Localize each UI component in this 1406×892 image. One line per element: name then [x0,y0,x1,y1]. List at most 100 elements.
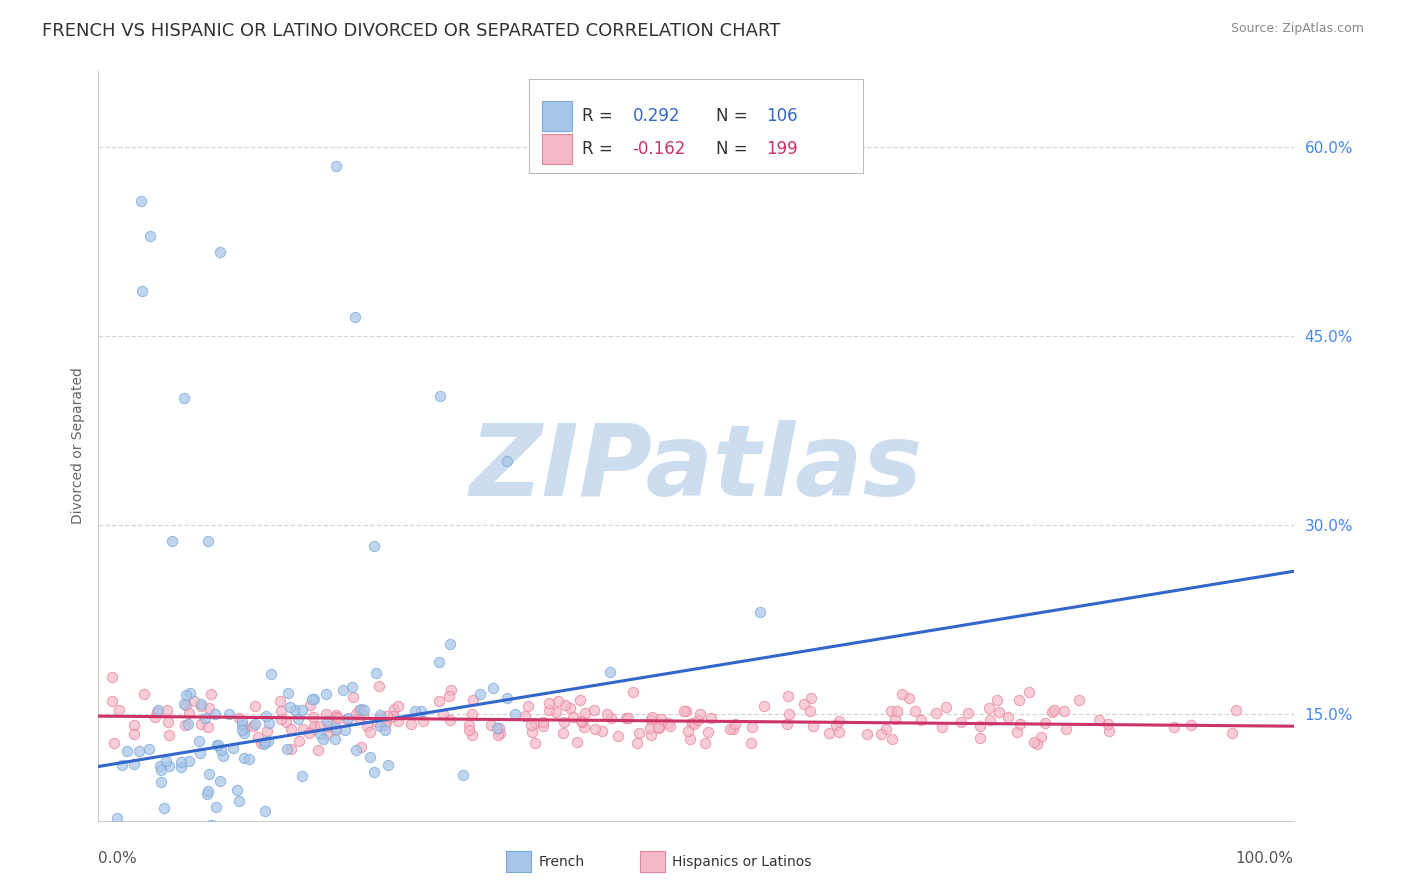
Point [197,784,219,798]
Point [299,698,322,713]
Point [301,692,323,706]
Point [356,719,378,733]
Point [1163,720,1185,734]
Point [132,687,155,701]
Point [374,723,396,737]
Point [173,697,195,711]
Point [979,713,1001,727]
Point [741,720,763,734]
Point [1005,725,1028,739]
Point [599,711,621,725]
Point [291,769,314,783]
Point [315,687,337,701]
Point [828,725,851,739]
Point [260,666,283,681]
Point [468,687,491,701]
Point [238,752,260,766]
Point [880,705,903,719]
Point [222,740,245,755]
Point [350,702,373,716]
Point [243,699,266,714]
Point [257,716,280,731]
Point [170,759,193,773]
Point [572,720,595,734]
Point [298,725,321,739]
Point [696,725,718,739]
Point [156,703,179,717]
Point [150,764,173,778]
Point [377,757,399,772]
Point [387,699,409,714]
Point [323,731,346,746]
Point [190,699,212,714]
Point [308,719,330,733]
Point [855,727,877,741]
Point [997,710,1019,724]
Point [599,665,621,680]
Point [583,722,606,736]
Point [1040,706,1063,720]
Point [486,728,509,742]
Point [828,714,851,728]
Point [343,310,366,325]
Point [574,706,596,721]
Point [1022,735,1045,749]
Point [129,194,152,208]
Point [316,719,339,733]
Point [432,706,454,721]
Point [969,731,991,745]
Text: ZIPatlas: ZIPatlas [470,420,922,517]
Point [591,724,613,739]
Point [232,751,254,765]
Point [910,713,932,727]
Point [537,702,560,716]
Point [368,718,391,732]
Point [287,712,309,726]
Point [621,685,644,699]
Point [270,712,292,726]
Point [565,735,588,749]
Point [950,714,973,729]
Point [257,733,280,747]
Point [194,711,217,725]
Point [817,726,839,740]
Point [278,700,301,714]
Point [897,691,920,706]
Point [183,694,205,708]
Point [291,703,314,717]
Point [638,721,661,735]
Point [254,708,277,723]
Point [108,702,131,716]
Point [336,712,359,726]
Point [325,159,347,173]
Point [752,699,775,714]
Point [531,714,554,729]
Point [190,717,212,731]
Point [657,716,679,731]
Point [688,714,710,728]
Point [1026,737,1049,751]
Point [659,718,682,732]
Point [640,728,662,742]
Point [280,741,302,756]
Point [957,706,980,720]
Point [316,714,339,728]
Point [387,714,409,729]
Point [101,670,124,684]
Point [284,703,307,717]
Text: Source: ZipAtlas.com: Source: ZipAtlas.com [1230,22,1364,36]
Point [174,718,197,732]
Point [211,748,233,763]
Point [485,721,508,735]
Point [458,718,481,732]
Point [302,719,325,733]
Point [347,703,370,717]
Point [596,706,619,721]
Point [363,764,385,779]
Point [440,682,463,697]
Point [276,714,298,729]
Point [496,691,519,706]
Point [979,701,1001,715]
Point [316,727,339,741]
Point [375,709,398,723]
